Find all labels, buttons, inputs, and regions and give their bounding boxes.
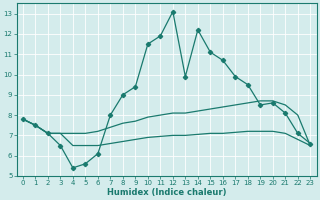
X-axis label: Humidex (Indice chaleur): Humidex (Indice chaleur) bbox=[107, 188, 226, 197]
